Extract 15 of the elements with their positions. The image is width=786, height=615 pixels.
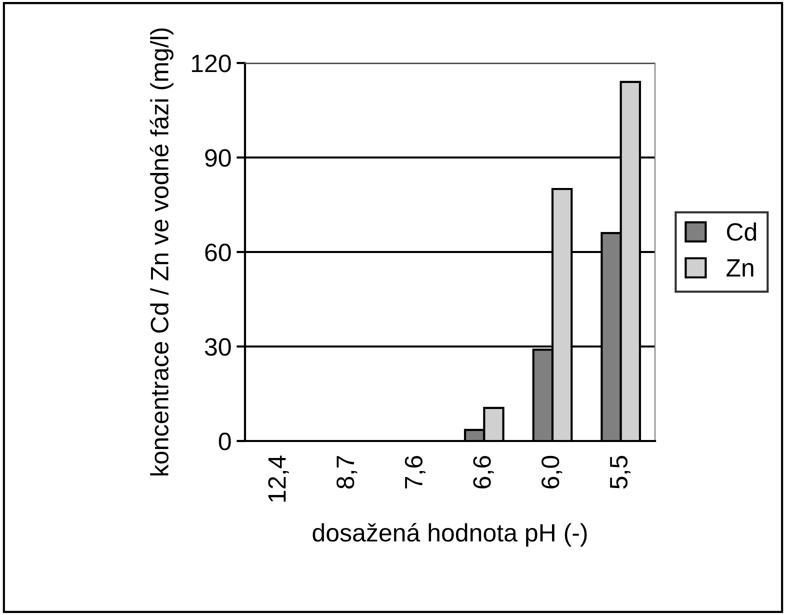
y-tick-label: 60: [205, 244, 231, 262]
y-axis-title: koncentrace Cd / Zn ve vodné fázi (mg/l): [150, 28, 174, 476]
x-tick-label: 5,5: [610, 456, 630, 489]
x-tick-label: 12,4: [268, 456, 289, 502]
x-tick-label: 7,6: [404, 456, 426, 488]
x-tick-label: 6,6: [473, 456, 494, 488]
x-tick-label: 8,7: [336, 456, 358, 489]
y-tick-label: 30: [204, 338, 231, 356]
x-tick-label: 6,0: [542, 456, 562, 488]
legend-label: Cd: [726, 222, 756, 241]
legend-label: Zn: [726, 259, 754, 276]
x-axis-title: dosažená hodnota pH (-): [312, 522, 587, 547]
y-tick-label: 0: [218, 432, 231, 450]
y-tick-label: 120: [192, 54, 231, 72]
y-tick-label: 90: [205, 149, 231, 167]
